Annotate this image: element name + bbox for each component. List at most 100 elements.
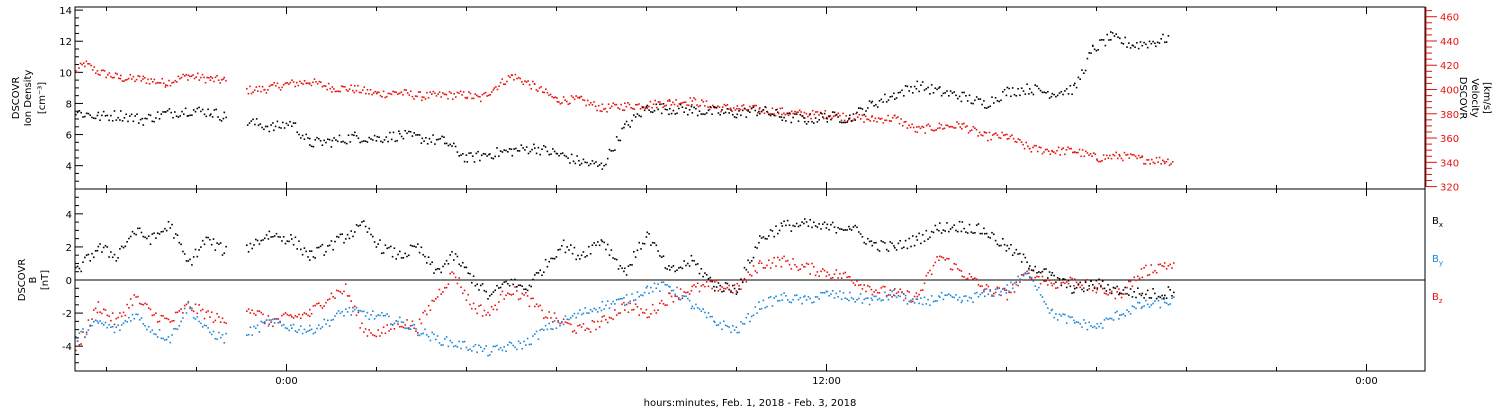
bz-point (393, 328, 396, 330)
by-point (657, 283, 659, 285)
bz-point (861, 288, 864, 290)
bx-point (481, 283, 484, 285)
bz-point (200, 309, 202, 312)
velocity-point (1040, 146, 1042, 149)
velocity-point (200, 76, 202, 79)
velocity-point (496, 88, 499, 91)
bx-point (975, 224, 978, 226)
velocity-point (416, 95, 418, 98)
by-point (939, 296, 941, 298)
bz-point (650, 313, 652, 315)
bx-point (825, 227, 828, 229)
bz-point (87, 319, 90, 321)
bx-point (955, 229, 957, 232)
velocity-point (860, 118, 862, 120)
velocity-point (607, 103, 610, 105)
velocity-point (663, 105, 666, 107)
density-point (117, 116, 119, 119)
bz-point (528, 305, 531, 308)
density-point (97, 111, 100, 114)
bx-point (451, 251, 453, 253)
bx-point (788, 224, 791, 226)
by-point (279, 321, 281, 324)
bx-point (700, 268, 703, 270)
velocity-point (1020, 141, 1023, 143)
density-point (560, 152, 562, 155)
bz-point (636, 306, 639, 308)
by-point (633, 299, 635, 302)
velocity-point (431, 93, 433, 95)
bx-point (785, 224, 787, 227)
velocity-point (684, 101, 687, 103)
bz-point (1124, 293, 1126, 295)
bz-point (584, 329, 586, 331)
density-point (1095, 49, 1098, 52)
density-point (283, 127, 286, 129)
bz-point (966, 277, 969, 280)
bx-point (404, 252, 406, 255)
density-point (272, 122, 274, 124)
bx-point (1055, 281, 1057, 283)
velocity-point (190, 75, 193, 77)
velocity-point (289, 81, 292, 84)
bx-point (925, 229, 928, 232)
density-point (1069, 85, 1072, 87)
density-point (96, 114, 99, 117)
bz-point (363, 331, 365, 333)
velocity-point (699, 104, 701, 107)
velocity-point (114, 72, 117, 74)
bx-point (1017, 253, 1019, 255)
by-point (781, 299, 784, 301)
bx-point (1155, 297, 1158, 300)
bx-point (591, 244, 594, 246)
bz-point (1051, 284, 1054, 287)
density-point (634, 116, 637, 118)
bx-point (921, 234, 924, 236)
velocity-point (1059, 154, 1061, 156)
velocity-point (516, 77, 518, 80)
bz-point (981, 285, 983, 287)
velocity-point (943, 127, 946, 130)
density-point (803, 117, 805, 119)
bx-point (987, 236, 990, 238)
bz-point (553, 312, 556, 314)
bx-point (526, 289, 529, 292)
by-point (328, 325, 331, 327)
bx-point (852, 226, 855, 228)
by-point (842, 292, 845, 294)
bx-point (426, 262, 428, 264)
by-point (418, 334, 421, 337)
density-point (333, 137, 335, 139)
bx-point (813, 221, 815, 224)
by-point (249, 326, 252, 329)
bx-point (1096, 287, 1099, 289)
density-point (709, 106, 712, 108)
bz-point (634, 303, 637, 305)
by-point (643, 291, 646, 294)
density-point (426, 143, 429, 145)
bz-point (932, 264, 935, 267)
bx-point (264, 237, 266, 240)
density-point (91, 116, 93, 119)
velocity-point (281, 86, 283, 89)
velocity-point (402, 94, 404, 96)
density-point (1048, 97, 1051, 99)
by-point (1056, 319, 1059, 321)
density-point (690, 105, 693, 108)
bz-point (507, 292, 509, 294)
bx-point (1084, 281, 1087, 284)
velocity-point (676, 105, 679, 107)
velocity-point (365, 92, 367, 95)
density-point (873, 105, 875, 107)
velocity-point (387, 92, 390, 95)
velocity-point (315, 81, 317, 83)
bx-point (998, 244, 1000, 247)
by-point (472, 345, 475, 348)
by-point (1148, 306, 1151, 308)
bz-point (1103, 292, 1106, 294)
density-point (287, 124, 289, 126)
velocity-point (525, 81, 528, 83)
by-point (381, 311, 383, 314)
bz-point (314, 304, 316, 307)
bz-point (355, 314, 358, 317)
